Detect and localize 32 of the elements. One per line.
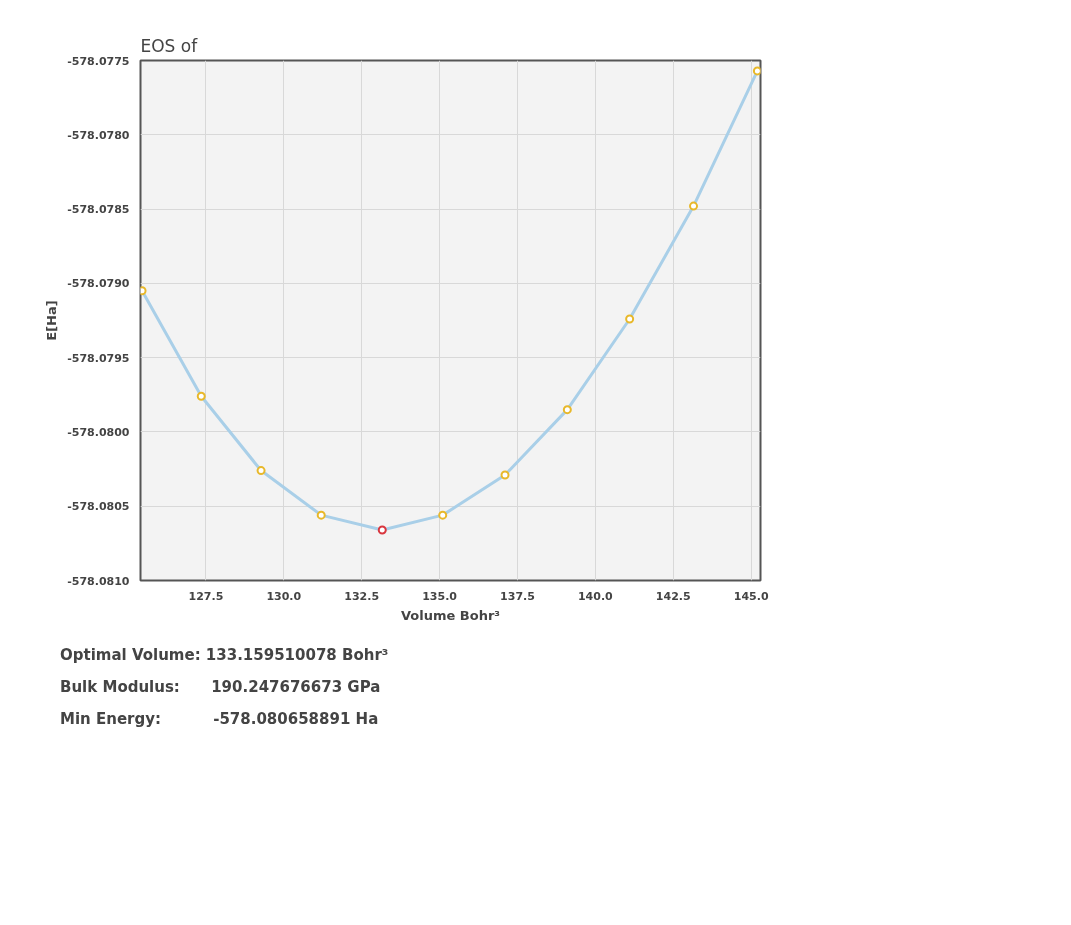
x-tick-label: 127.5 [188,589,224,603]
point [562,405,572,415]
point [438,510,448,520]
point [689,201,699,211]
y-tick-label: -578.0790 [67,277,130,291]
y-tick-label: -578.0810 [67,574,130,588]
x-tick-label: 130.0 [266,589,302,603]
point [377,525,387,535]
x-tick-label: 145.0 [733,589,769,603]
y-tick-label: -578.0800 [67,425,130,439]
chart-title: EOS of [140,35,199,56]
x-tick-label: 137.5 [500,589,535,603]
x-tick-label: 135.0 [422,589,458,603]
text: Min Energy: -578.080658891 Ha [60,709,379,730]
point [256,466,266,476]
x-axis-title: Volume Bohr³ [400,607,501,623]
point [752,66,761,76]
point [316,510,326,520]
y-tick-label: -578.0780 [67,128,130,142]
text: Bulk Modulus: 190.247676673 GPa [60,677,381,698]
point [500,470,510,480]
y-tick-label: -578.0775 [67,54,130,68]
point [196,391,206,401]
text: Optimal Volume: 133.159510078 Bohr³ [60,645,389,666]
x-tick-label: 140.0 [577,589,614,603]
y-tick-label: -578.0785 [67,203,130,217]
y-tick-label: -578.0805 [67,500,130,514]
y-tick-label: -578.0795 [67,351,130,365]
point [625,314,635,324]
x-tick-label: 132.5 [344,589,380,603]
x-tick-label: 142.5 [655,589,691,603]
y-axis-title: E[Ha] [44,300,60,341]
